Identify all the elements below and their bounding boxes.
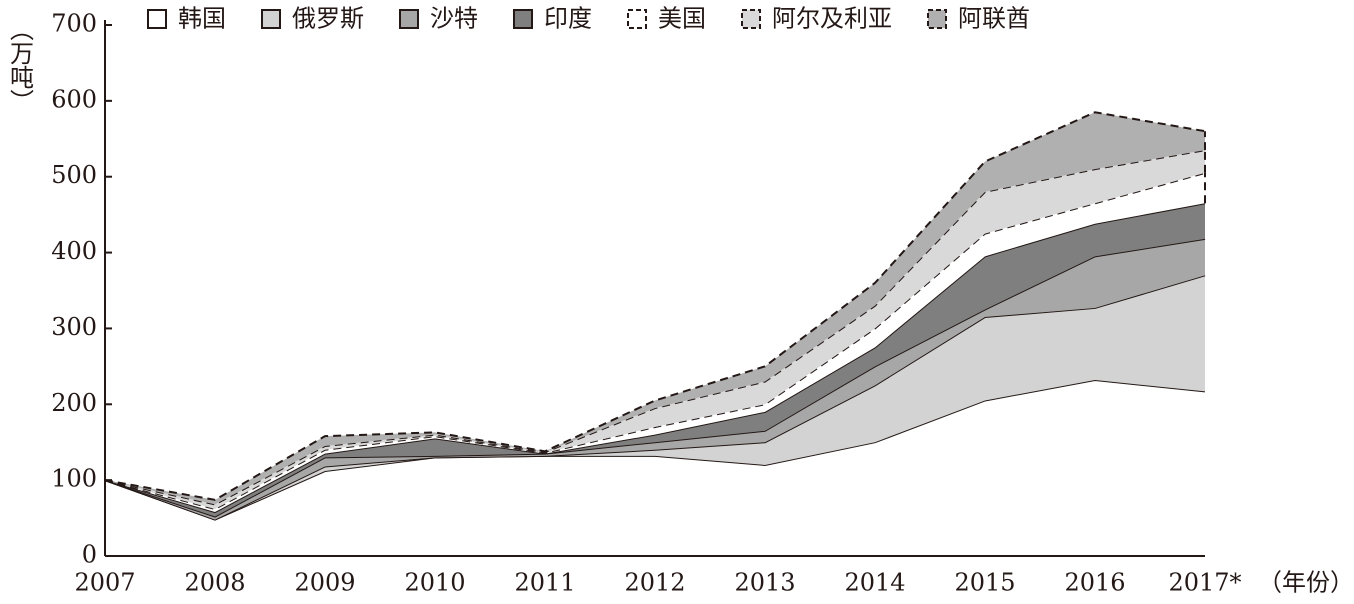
area	[105, 172, 1205, 513]
legend-label: 沙特	[430, 5, 478, 33]
area	[105, 150, 1205, 509]
x-tick-label: 2007	[74, 569, 135, 597]
area	[105, 112, 1205, 505]
y-tick-label: 200	[51, 389, 97, 417]
y-tick-label: 400	[51, 237, 97, 265]
x-tick-label: 2015	[954, 569, 1015, 597]
x-tick-label: 2012	[624, 569, 685, 597]
y-tick-label: 300	[51, 313, 97, 341]
legend-label: 韩国	[178, 5, 226, 33]
y-tick-label: 100	[51, 465, 97, 493]
legend-label: 美国	[658, 5, 706, 33]
x-tick-label: 2008	[184, 569, 245, 597]
y-tick-label: 700	[51, 10, 97, 38]
legend-swatch	[513, 9, 533, 29]
legend-swatch	[261, 9, 281, 29]
x-axis-label: （年份）	[1258, 569, 1354, 597]
legend-label: 阿联酋	[958, 5, 1030, 33]
legend-swatch	[927, 9, 947, 29]
legend-swatch	[399, 9, 419, 29]
x-tick-label: 2010	[404, 569, 465, 597]
y-tick-label: 0	[82, 541, 97, 569]
x-tick-label: 2009	[294, 569, 355, 597]
legend-label: 阿尔及利亚	[772, 5, 892, 33]
legend-swatch	[147, 9, 167, 29]
x-tick-label: 2013	[734, 569, 795, 597]
area	[105, 275, 1205, 520]
area	[105, 380, 1205, 556]
legend-label: 印度	[544, 5, 592, 33]
area	[105, 238, 1205, 520]
y-axis-label: （万吨）	[6, 17, 34, 113]
area	[105, 203, 1205, 517]
x-tick-label: 2014	[844, 569, 905, 597]
y-tick-label: 500	[51, 161, 97, 189]
legend-swatch	[741, 9, 761, 29]
x-tick-label: 2016	[1064, 569, 1125, 597]
y-tick-label: 600	[51, 85, 97, 113]
legend-swatch	[627, 9, 647, 29]
area-edge	[104, 111, 1206, 501]
x-tick-label: 2011	[514, 569, 575, 597]
legend-label: 俄罗斯	[292, 5, 364, 33]
x-tick-label: 2017*	[1168, 569, 1241, 597]
